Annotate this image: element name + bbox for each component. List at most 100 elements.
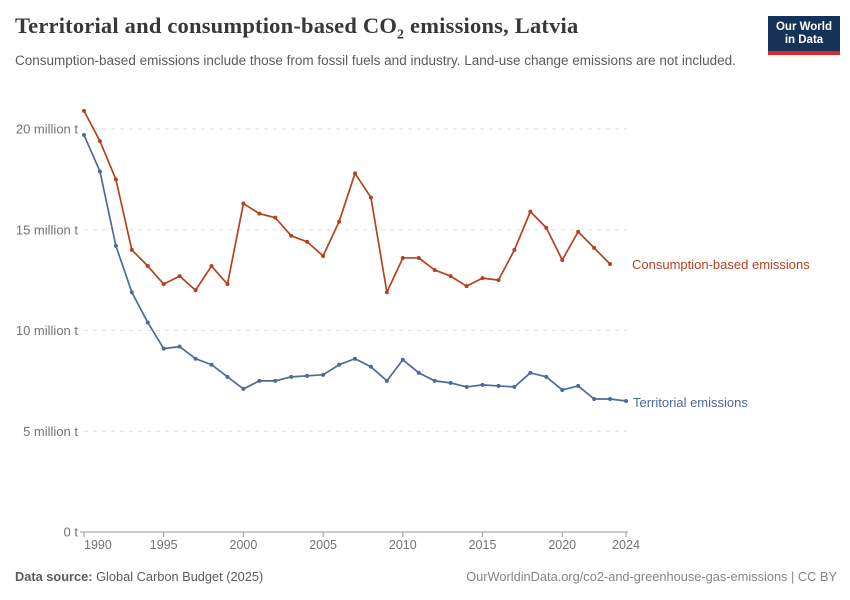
data-point-marker[interactable]: [368, 364, 373, 369]
data-point-marker[interactable]: [273, 378, 278, 383]
data-point-marker[interactable]: [480, 276, 485, 281]
data-point-marker[interactable]: [305, 239, 310, 244]
data-point-marker[interactable]: [560, 257, 565, 262]
data-point-marker[interactable]: [113, 177, 118, 182]
data-point-marker[interactable]: [113, 243, 118, 248]
data-point-marker[interactable]: [177, 344, 182, 349]
series-label-territorial-emissions: Territorial emissions: [633, 395, 748, 410]
data-point-marker[interactable]: [161, 346, 166, 351]
owid-logo-line2: in Data: [784, 34, 824, 47]
data-point-marker[interactable]: [129, 247, 134, 252]
owid-logo-line1: Our World: [775, 21, 832, 33]
data-point-marker[interactable]: [177, 274, 182, 279]
x-axis-tick-label: 2000: [230, 538, 258, 552]
data-point-marker[interactable]: [82, 133, 86, 138]
data-point-marker[interactable]: [464, 284, 469, 289]
data-point-marker[interactable]: [82, 108, 86, 113]
data-point-marker[interactable]: [576, 229, 581, 234]
data-point-marker[interactable]: [97, 169, 102, 174]
data-point-marker[interactable]: [528, 370, 533, 375]
page-title: Territorial and consumption-based CO2 em…: [15, 13, 579, 43]
data-point-marker[interactable]: [225, 374, 230, 379]
data-point-marker[interactable]: [544, 225, 549, 230]
y-axis-tick-label: 0 t: [64, 525, 79, 540]
y-axis-tick-label: 5 million t: [23, 424, 78, 439]
footer-citation-link[interactable]: OurWorldinData.org/co2-and-greenhouse-ga…: [466, 569, 837, 584]
data-point-marker[interactable]: [97, 139, 102, 144]
owid-logo-accent-bar: [768, 51, 840, 56]
data-point-marker[interactable]: [416, 255, 421, 260]
data-point-marker[interactable]: [432, 378, 437, 383]
data-point-marker[interactable]: [464, 384, 469, 389]
data-point-marker[interactable]: [416, 370, 421, 375]
data-point-marker[interactable]: [400, 255, 405, 260]
co2-subscript: 2: [397, 27, 405, 43]
x-axis-tick-label: 1995: [150, 538, 178, 552]
data-source-value: Global Carbon Budget (2025): [92, 569, 264, 584]
data-point-marker[interactable]: [289, 374, 294, 379]
data-source-label: Data source:: [15, 569, 93, 584]
data-point-marker[interactable]: [496, 278, 501, 283]
x-axis-tick-label: 2010: [389, 538, 417, 552]
data-point-marker[interactable]: [353, 356, 357, 361]
owid-logo[interactable]: Our World in Data: [768, 16, 840, 56]
x-axis-tick-label: 1990: [84, 538, 112, 552]
data-point-marker[interactable]: [209, 264, 214, 269]
data-point-marker[interactable]: [592, 397, 597, 402]
data-point-marker[interactable]: [400, 357, 405, 362]
data-point-marker[interactable]: [544, 374, 549, 379]
data-point-marker[interactable]: [129, 290, 134, 295]
data-point-marker[interactable]: [384, 378, 389, 383]
y-axis-tick-label: 15 million t: [16, 222, 79, 237]
data-point-marker[interactable]: [353, 171, 357, 176]
data-point-marker[interactable]: [496, 383, 501, 388]
data-point-marker[interactable]: [608, 262, 613, 267]
data-point-marker[interactable]: [432, 268, 437, 273]
data-point-marker[interactable]: [592, 245, 597, 250]
y-axis-tick-label: 10 million t: [16, 323, 79, 338]
data-point-marker[interactable]: [480, 382, 485, 387]
data-point-marker[interactable]: [257, 378, 262, 383]
x-axis-tick-label: 2005: [309, 538, 337, 552]
data-point-marker[interactable]: [384, 290, 389, 295]
data-point-marker[interactable]: [193, 288, 198, 293]
x-axis-tick-label: 2015: [469, 538, 497, 552]
data-point-marker[interactable]: [624, 399, 628, 404]
data-point-marker[interactable]: [273, 215, 278, 220]
footer-license: | CC BY: [787, 569, 837, 584]
data-point-marker[interactable]: [145, 264, 150, 269]
data-point-marker[interactable]: [512, 384, 517, 389]
data-point-marker[interactable]: [560, 387, 565, 392]
data-point-marker[interactable]: [448, 380, 453, 385]
data-point-marker[interactable]: [337, 362, 342, 367]
data-point-marker[interactable]: [321, 253, 326, 258]
data-point-marker[interactable]: [145, 320, 150, 325]
x-axis-tick-label: 2020: [548, 538, 576, 552]
data-source: Data source: Global Carbon Budget (2025): [15, 569, 263, 584]
series-line[interactable]: [83, 110, 611, 294]
data-point-marker[interactable]: [576, 383, 581, 388]
data-point-marker[interactable]: [512, 247, 517, 252]
data-point-marker[interactable]: [225, 282, 230, 287]
chart-subtitle: Consumption-based emissions include thos…: [15, 53, 736, 68]
data-point-marker[interactable]: [528, 209, 533, 214]
footer-url[interactable]: OurWorldinData.org/co2-and-greenhouse-ga…: [466, 569, 788, 584]
x-axis-tick-label: 2024: [612, 538, 640, 552]
data-point-marker[interactable]: [161, 282, 166, 287]
data-point-marker[interactable]: [257, 211, 262, 216]
data-point-marker[interactable]: [193, 356, 198, 361]
series-label-consumption-based-emissions: Consumption-based emissions: [632, 257, 810, 272]
data-point-marker[interactable]: [289, 233, 294, 238]
data-point-marker[interactable]: [608, 397, 613, 402]
data-point-marker[interactable]: [305, 373, 310, 378]
data-point-marker[interactable]: [241, 201, 246, 206]
y-axis-tick-label: 20 million t: [16, 122, 79, 137]
data-point-marker[interactable]: [321, 372, 326, 377]
data-point-marker[interactable]: [448, 274, 453, 279]
data-point-marker[interactable]: [209, 362, 214, 367]
data-point-marker[interactable]: [368, 195, 373, 200]
data-point-marker[interactable]: [241, 386, 246, 391]
data-point-marker[interactable]: [337, 219, 342, 224]
